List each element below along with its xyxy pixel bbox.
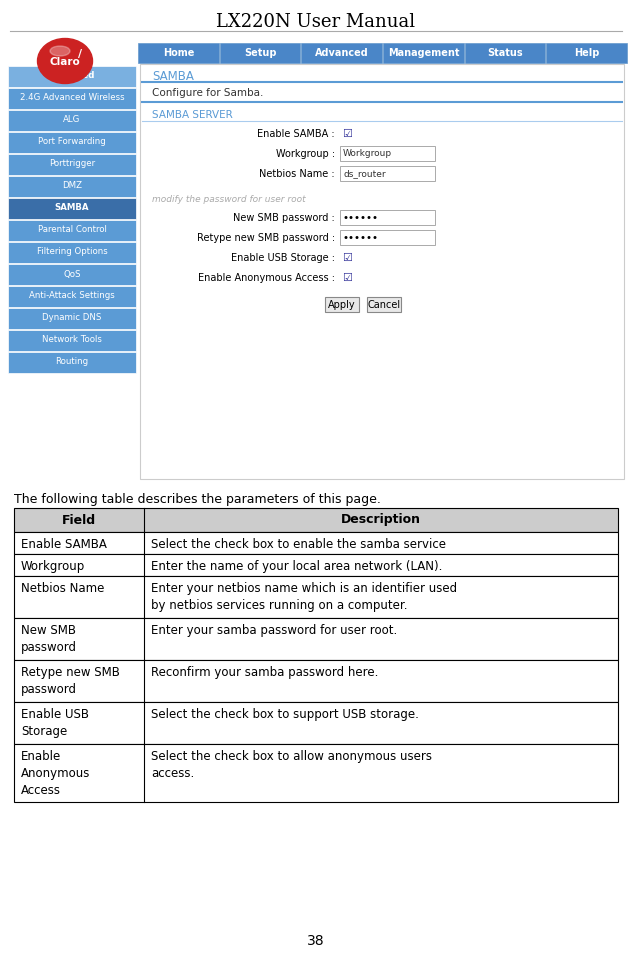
Text: Field: Field — [62, 513, 96, 527]
Ellipse shape — [37, 38, 92, 84]
Text: ALG: ALG — [63, 115, 81, 125]
Text: SAMBA: SAMBA — [55, 204, 89, 212]
Text: SAMBA: SAMBA — [152, 70, 194, 83]
Text: DMZ: DMZ — [62, 182, 82, 190]
Text: Parental Control: Parental Control — [37, 226, 106, 234]
Bar — [220, 43, 300, 63]
Ellipse shape — [50, 46, 70, 56]
Text: Advanced: Advanced — [315, 48, 369, 58]
Bar — [8, 176, 136, 197]
Bar — [340, 230, 435, 245]
Text: 38: 38 — [307, 934, 325, 948]
Text: /: / — [78, 49, 82, 59]
Text: Routing: Routing — [56, 357, 88, 366]
Text: ☑: ☑ — [342, 273, 352, 283]
Text: Description: Description — [341, 513, 421, 527]
Bar — [340, 166, 435, 181]
Bar — [367, 297, 401, 312]
Bar — [383, 43, 464, 63]
Text: LX220N User Manual: LX220N User Manual — [216, 13, 416, 31]
Text: The following table describes the parameters of this page.: The following table describes the parame… — [14, 493, 381, 506]
Bar — [8, 154, 136, 175]
Text: ••••••: •••••• — [343, 233, 379, 243]
Text: Network Tools: Network Tools — [42, 335, 102, 344]
Bar — [14, 702, 618, 744]
Text: Enable Anonymous Access :: Enable Anonymous Access : — [198, 273, 335, 283]
Bar — [340, 210, 435, 225]
Bar — [546, 43, 627, 63]
Bar — [14, 532, 618, 554]
Bar — [340, 146, 435, 161]
Text: Home: Home — [163, 48, 195, 58]
Text: Netbios Name: Netbios Name — [21, 582, 104, 595]
Text: Enable USB Storage :: Enable USB Storage : — [231, 253, 335, 263]
Text: Enable USB
Storage: Enable USB Storage — [21, 708, 89, 738]
Text: SAMBA SERVER: SAMBA SERVER — [152, 110, 233, 120]
Bar — [138, 43, 219, 63]
Text: Workgroup :: Workgroup : — [276, 149, 335, 159]
Text: Management: Management — [388, 48, 459, 58]
Text: Select the check box to support USB storage.: Select the check box to support USB stor… — [151, 708, 419, 721]
Bar — [8, 308, 136, 329]
Bar — [8, 110, 136, 131]
Bar — [8, 330, 136, 351]
Text: Anti-Attack Settings: Anti-Attack Settings — [29, 291, 115, 301]
Text: Cancel: Cancel — [367, 300, 401, 309]
Text: Select the check box to allow anonymous users
access.: Select the check box to allow anonymous … — [151, 750, 432, 780]
Text: Retype new SMB password :: Retype new SMB password : — [197, 233, 335, 243]
Bar — [8, 352, 136, 373]
Text: New SMB
password: New SMB password — [21, 624, 77, 654]
Text: Porttrigger: Porttrigger — [49, 160, 95, 168]
Text: Setup: Setup — [244, 48, 277, 58]
Text: Reconfirm your samba password here.: Reconfirm your samba password here. — [151, 666, 379, 679]
Text: Enable
Anonymous
Access: Enable Anonymous Access — [21, 750, 90, 797]
Text: Advanced: Advanced — [48, 71, 95, 81]
Bar — [8, 264, 136, 285]
Text: Enter your samba password for user root.: Enter your samba password for user root. — [151, 624, 398, 637]
Text: QoS: QoS — [63, 269, 81, 279]
Text: ••••••: •••••• — [343, 213, 379, 223]
Text: Apply: Apply — [328, 300, 356, 309]
Bar — [301, 43, 382, 63]
Bar — [8, 132, 136, 153]
Text: Configure for Samba.: Configure for Samba. — [152, 88, 264, 98]
Bar — [14, 744, 618, 802]
Text: Filtering Options: Filtering Options — [37, 248, 107, 257]
Text: Dynamic DNS: Dynamic DNS — [42, 313, 102, 323]
Text: Port Forwarding: Port Forwarding — [38, 137, 106, 146]
Text: ds_router: ds_router — [343, 169, 386, 179]
Text: Status: Status — [488, 48, 523, 58]
Text: Enable SAMBA: Enable SAMBA — [21, 538, 107, 551]
Text: ☑: ☑ — [342, 253, 352, 263]
Text: Enable SAMBA :: Enable SAMBA : — [257, 129, 335, 139]
Bar — [325, 297, 359, 312]
Text: modify the password for user root: modify the password for user root — [152, 195, 306, 204]
Bar — [14, 554, 618, 576]
Text: Select the check box to enable the samba service: Select the check box to enable the samba… — [151, 538, 446, 551]
Bar — [8, 198, 136, 219]
Bar — [14, 618, 618, 660]
Text: Enter your netbios name which is an identifier used
by netbios services running : Enter your netbios name which is an iden… — [151, 582, 457, 612]
Bar — [14, 508, 618, 532]
Text: ☑: ☑ — [342, 129, 352, 139]
Bar — [8, 242, 136, 263]
Text: Workgroup: Workgroup — [21, 560, 85, 573]
Bar — [465, 43, 545, 63]
Text: 2.4G Advanced Wireless: 2.4G Advanced Wireless — [20, 93, 125, 103]
Bar — [8, 88, 136, 109]
Bar — [14, 660, 618, 702]
Text: Enter the name of your local area network (LAN).: Enter the name of your local area networ… — [151, 560, 442, 573]
Text: Workgroup: Workgroup — [343, 150, 392, 159]
Bar — [14, 576, 618, 618]
Bar — [8, 66, 136, 87]
Text: Help: Help — [574, 48, 600, 58]
Text: Netbios Name :: Netbios Name : — [259, 169, 335, 179]
Bar — [140, 64, 624, 479]
Text: New SMB password :: New SMB password : — [233, 213, 335, 223]
Bar — [8, 286, 136, 307]
Bar — [8, 220, 136, 241]
Text: Claro: Claro — [50, 57, 80, 67]
Text: Retype new SMB
password: Retype new SMB password — [21, 666, 120, 696]
